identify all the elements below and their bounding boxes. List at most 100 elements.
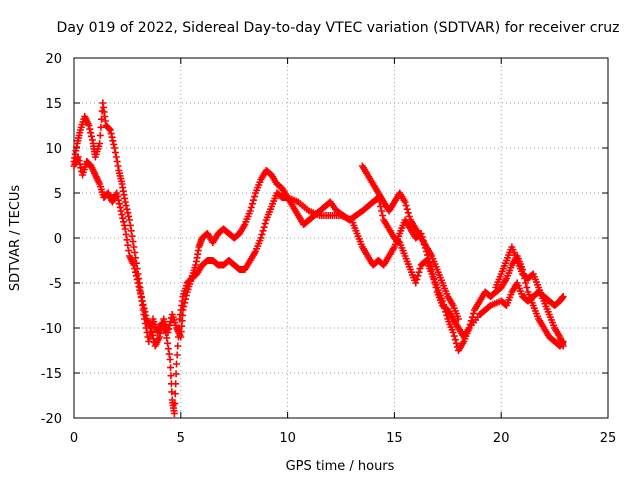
data-point-fill bbox=[124, 241, 132, 249]
data-point-fill bbox=[181, 295, 189, 303]
x-tick-label: 15 bbox=[386, 431, 403, 446]
y-tick-label: -15 bbox=[41, 367, 62, 382]
data-point bbox=[121, 198, 129, 206]
data-point-fill bbox=[432, 284, 440, 291]
data-point-fill bbox=[182, 292, 190, 300]
y-tick-label: -5 bbox=[49, 277, 62, 292]
chart-title: Day 019 of 2022, Sidereal Day-to-day VTE… bbox=[57, 20, 620, 36]
data-point-fill bbox=[522, 279, 530, 287]
data-point-fill bbox=[132, 268, 140, 276]
data-point-fill bbox=[105, 125, 113, 133]
data-point-fill bbox=[258, 230, 266, 238]
data-point-fill bbox=[108, 133, 116, 141]
data-point-fill bbox=[86, 125, 94, 133]
data-point-fill bbox=[133, 275, 141, 283]
data-point-fill bbox=[164, 339, 172, 347]
data-point-fill bbox=[76, 160, 84, 168]
data-point-fill bbox=[402, 202, 410, 210]
data-point-fill bbox=[426, 258, 434, 266]
data-point-fill bbox=[171, 390, 179, 398]
data-point-fill bbox=[157, 326, 165, 334]
x-tick-label: 5 bbox=[177, 431, 185, 446]
data-point-fill bbox=[171, 400, 179, 408]
data-point bbox=[130, 261, 138, 269]
data-point bbox=[113, 189, 121, 197]
y-tick-label: 20 bbox=[45, 52, 62, 67]
data-point bbox=[138, 297, 146, 305]
data-point bbox=[117, 207, 125, 215]
y-tick-label: -10 bbox=[41, 322, 62, 337]
data-point-fill bbox=[113, 158, 121, 165]
data-point-fill bbox=[415, 268, 423, 276]
data-point bbox=[164, 329, 172, 336]
data-point-fill bbox=[427, 262, 435, 270]
x-axis-title: GPS time / hours bbox=[286, 459, 395, 474]
y-axis-title: SDTVAR / TECUs bbox=[8, 185, 23, 292]
data-point-fill bbox=[172, 370, 180, 378]
data-point-fill bbox=[131, 265, 139, 273]
data-point bbox=[74, 153, 82, 161]
data-point-fill bbox=[137, 293, 145, 301]
data-point-fill bbox=[414, 272, 422, 280]
data-point-fill bbox=[148, 328, 156, 336]
data-point-fill bbox=[127, 227, 135, 235]
y-tick-label: 5 bbox=[54, 187, 62, 202]
data-point-fill bbox=[137, 290, 145, 298]
x-tick-label: 0 bbox=[70, 431, 78, 446]
data-point-fill bbox=[377, 203, 385, 210]
data-point bbox=[96, 140, 104, 147]
data-point-fill bbox=[379, 212, 387, 219]
data-point-fill bbox=[131, 248, 139, 256]
data-point-fill bbox=[128, 232, 136, 240]
data-point-fill bbox=[172, 380, 180, 388]
data-point-fill bbox=[112, 153, 120, 161]
data-point bbox=[179, 306, 187, 314]
data-point-fill bbox=[523, 284, 531, 291]
data-point-fill bbox=[248, 200, 256, 208]
data-point-fill bbox=[165, 325, 173, 333]
data-point-fill bbox=[139, 301, 147, 309]
data-point bbox=[412, 279, 420, 287]
data-point-fill bbox=[140, 304, 148, 312]
data-point bbox=[246, 207, 254, 215]
data-point-fill bbox=[116, 203, 124, 211]
data-point-fill bbox=[163, 334, 171, 342]
x-tick-label: 10 bbox=[279, 431, 296, 446]
y-tick-label: 10 bbox=[45, 142, 62, 157]
data-point-fill bbox=[260, 223, 268, 231]
data-point-fill bbox=[136, 286, 144, 294]
data-point bbox=[126, 216, 134, 224]
data-point-fill bbox=[87, 129, 95, 137]
data-point-fill bbox=[122, 202, 130, 210]
data-point bbox=[155, 333, 163, 341]
data-point bbox=[173, 360, 181, 368]
data-point bbox=[147, 324, 155, 332]
data-point-fill bbox=[181, 299, 189, 307]
data-point-fill bbox=[109, 137, 117, 145]
data-point-fill bbox=[88, 136, 96, 144]
data-point-fill bbox=[122, 230, 130, 238]
data-point-fill bbox=[75, 157, 83, 165]
data-point-fill bbox=[430, 275, 438, 282]
data-point bbox=[257, 234, 265, 242]
data-point-fill bbox=[165, 350, 173, 358]
data-point-fill bbox=[107, 130, 115, 138]
data-point-fill bbox=[114, 193, 122, 201]
y-tick-label: -20 bbox=[41, 412, 62, 427]
data-point-fill bbox=[413, 275, 421, 283]
data-point-fill bbox=[378, 207, 386, 215]
data-point-fill bbox=[124, 209, 132, 217]
data-point-fill bbox=[416, 265, 424, 273]
data-point-fill bbox=[261, 220, 269, 228]
data-point-fill bbox=[469, 310, 477, 318]
data-point-fill bbox=[180, 302, 188, 310]
axis-ticks: 0 5 10 15 20 25 -20 -15 -10 -5 0 5 10 15 20 bbox=[41, 52, 617, 446]
data-point-fill bbox=[123, 236, 131, 244]
data-point bbox=[85, 122, 93, 129]
sdtvar-track-b bbox=[70, 153, 567, 350]
data-point-fill bbox=[135, 283, 143, 291]
data-point-fill bbox=[123, 205, 131, 213]
data-point-fill bbox=[125, 212, 133, 220]
data-point-fill bbox=[167, 372, 175, 380]
